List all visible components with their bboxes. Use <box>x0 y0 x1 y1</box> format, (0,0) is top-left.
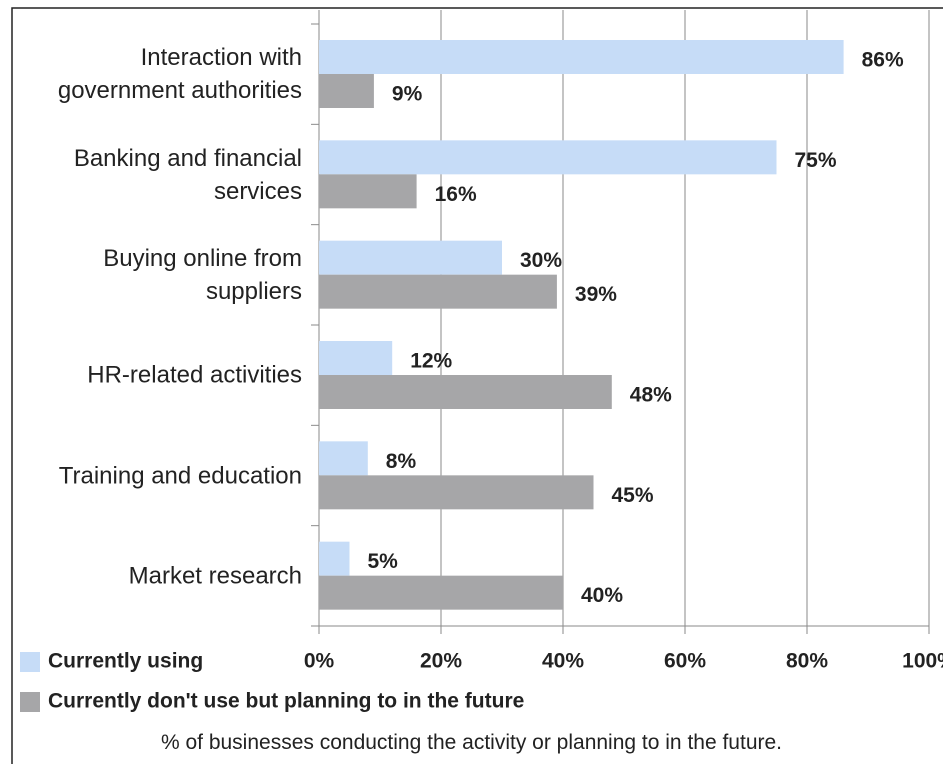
x-tick-label: 20% <box>420 650 462 673</box>
legend-label: Currently using <box>48 650 203 673</box>
y-tick-label: Interaction with government authorities <box>57 44 302 105</box>
bar <box>319 40 844 74</box>
value-label: 45% <box>612 484 654 507</box>
bar <box>319 375 612 409</box>
bar <box>319 240 502 275</box>
y-tick-label: HR-related activities <box>87 361 302 389</box>
value-label: 12% <box>410 350 452 373</box>
y-tick-label: Buying online from suppliers <box>103 244 302 305</box>
y-tick-label: Banking and financial services <box>73 144 302 205</box>
value-label: 8% <box>386 450 417 473</box>
value-label: 5% <box>368 550 399 573</box>
x-axis-label: % of businesses conducting the activity … <box>160 731 783 754</box>
bar <box>319 475 594 510</box>
bar <box>319 575 563 610</box>
bar <box>319 441 368 476</box>
x-tick-label: 80% <box>786 650 828 673</box>
value-label: 86% <box>862 49 904 72</box>
y-tick-label: Market research <box>128 562 302 590</box>
value-label: 39% <box>575 283 617 306</box>
bar <box>319 74 374 108</box>
x-tick-label: 60% <box>664 650 706 673</box>
value-label: 16% <box>435 183 477 206</box>
value-label: 40% <box>581 584 623 607</box>
value-label: 48% <box>630 384 672 407</box>
y-tick-label: Training and education <box>58 462 302 489</box>
legend-label: Currently don't use but planning to in t… <box>48 690 524 713</box>
value-label: 30% <box>520 249 562 272</box>
x-tick-label: 40% <box>542 650 584 673</box>
bar <box>319 174 417 209</box>
x-tick-label: 100% <box>902 650 943 673</box>
x-tick-label: 0% <box>304 650 335 673</box>
value-label: 75% <box>795 149 837 172</box>
bar <box>319 541 350 576</box>
bar <box>319 341 393 375</box>
value-label: 9% <box>392 83 423 106</box>
legend-swatch <box>20 692 40 712</box>
legend-swatch <box>20 652 40 672</box>
frame <box>11 7 943 764</box>
bar <box>319 140 777 175</box>
bar <box>319 274 557 309</box>
